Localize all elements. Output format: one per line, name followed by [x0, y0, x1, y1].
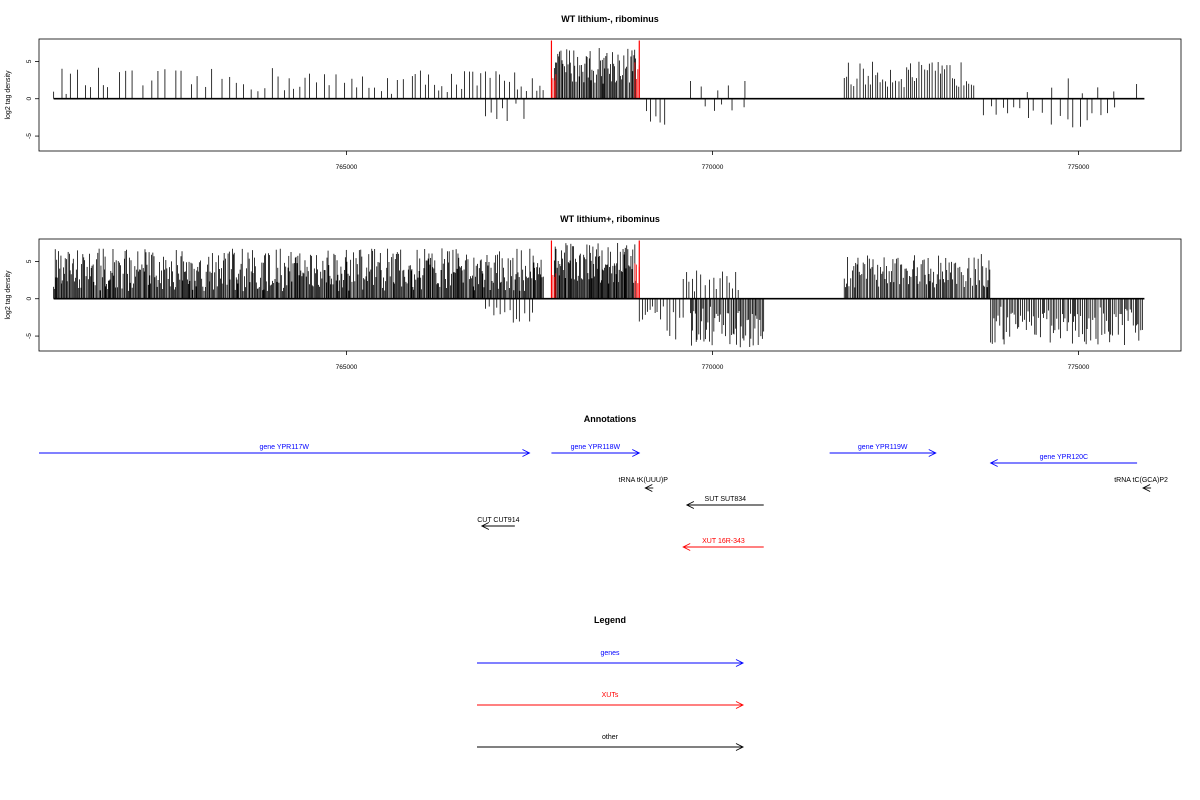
panel-title: WT lithium-, ribominus — [561, 14, 659, 24]
x-tick-label: 765000 — [336, 164, 358, 171]
track-panel-lithium-minus: WT lithium-, ribominus log2 tag density … — [5, 14, 1182, 171]
y-tick-label: 5 — [26, 59, 33, 63]
y-tick-label: 0 — [26, 97, 33, 101]
highlight-lines — [550, 40, 640, 99]
arrowhead — [682, 543, 691, 551]
track-panel-lithium-plus: WT lithium+, ribominus log2 tag density … — [5, 214, 1182, 371]
arrowhead — [685, 501, 695, 509]
annotations-panel: Annotations gene YPR117W gene YPR118W gene… — [39, 414, 1168, 551]
x-axis: 765000 770000 775000 — [336, 151, 1090, 171]
x-tick-label: 775000 — [1068, 364, 1090, 371]
legend: Legend genes XUTs other — [477, 615, 745, 751]
plot-frame — [38, 38, 1182, 152]
x-axis: 765000 770000 775000 — [336, 351, 1090, 371]
legend-items: genes XUTs other — [477, 650, 745, 751]
legend-label: genes — [600, 650, 620, 657]
annotation-feature: SUT SUT834 — [685, 496, 764, 509]
arrowhead — [989, 459, 998, 467]
legend-label: other — [602, 734, 619, 741]
feature-label: CUT CUT914 — [477, 517, 519, 524]
arrowhead — [522, 449, 531, 457]
annotation-feature: gene YPR120C — [989, 454, 1138, 467]
feature-label: gene YPR120C — [1040, 454, 1089, 461]
annotation-feature: gene YPR119W — [829, 444, 937, 457]
annotation-feature: XUT 16R-343 — [682, 538, 764, 551]
legend-item-genes: genes — [477, 650, 745, 667]
arrowhead — [644, 484, 653, 492]
arrowhead — [928, 449, 937, 457]
feature-label: XUT 16R-343 — [702, 538, 745, 545]
arrowhead — [1142, 484, 1151, 492]
plot-frame — [38, 238, 1182, 352]
arrowhead — [735, 701, 745, 709]
y-tick-label: -5 — [26, 333, 33, 339]
y-axis: -5 0 5 — [26, 259, 39, 339]
annotation-features: gene YPR117W gene YPR118W gene YPR119W gene… — [39, 444, 1168, 551]
y-axis-label: log2 tag density — [5, 270, 12, 320]
feature-label: tRNA tC(GCA)P2 — [1114, 477, 1168, 484]
y-axis-label: log2 tag density — [5, 70, 12, 120]
y-axis: -5 0 5 — [26, 59, 39, 139]
arrowhead — [735, 743, 745, 751]
x-tick-label: 770000 — [702, 364, 724, 371]
annotation-feature: tRNA tC(GCA)P2 — [1114, 477, 1168, 492]
annotation-feature: tRNA tK(UUU)P — [619, 477, 669, 492]
panel-title: WT lithium+, ribominus — [560, 214, 660, 224]
annotations-title: Annotations — [584, 414, 637, 424]
feature-label: gene YPR117W — [259, 444, 309, 451]
arrowhead — [632, 449, 641, 457]
annotation-feature: CUT CUT914 — [477, 517, 520, 530]
annotation-feature: gene YPR117W — [39, 444, 531, 457]
x-tick-label: 765000 — [336, 364, 358, 371]
legend-label: XUTs — [602, 692, 619, 699]
highlight-lines — [550, 240, 640, 299]
bars-group — [53, 48, 1138, 128]
arrowhead — [735, 659, 745, 667]
legend-item-other: other — [477, 734, 745, 751]
feature-label: tRNA tK(UUU)P — [619, 477, 669, 484]
y-tick-label: 5 — [26, 259, 33, 263]
x-tick-label: 770000 — [702, 164, 724, 171]
legend-title: Legend — [594, 615, 626, 625]
feature-label: gene YPR118W — [571, 444, 621, 451]
legend-item-XUTs: XUTs — [477, 692, 745, 709]
arrowhead — [480, 522, 490, 530]
y-tick-label: 0 — [26, 297, 33, 301]
feature-label: gene YPR119W — [858, 444, 908, 451]
y-tick-label: -5 — [26, 133, 33, 139]
x-tick-label: 775000 — [1068, 164, 1090, 171]
feature-label: SUT SUT834 — [705, 496, 747, 503]
annotation-feature: gene YPR118W — [551, 444, 641, 457]
bars-group — [53, 242, 1143, 348]
